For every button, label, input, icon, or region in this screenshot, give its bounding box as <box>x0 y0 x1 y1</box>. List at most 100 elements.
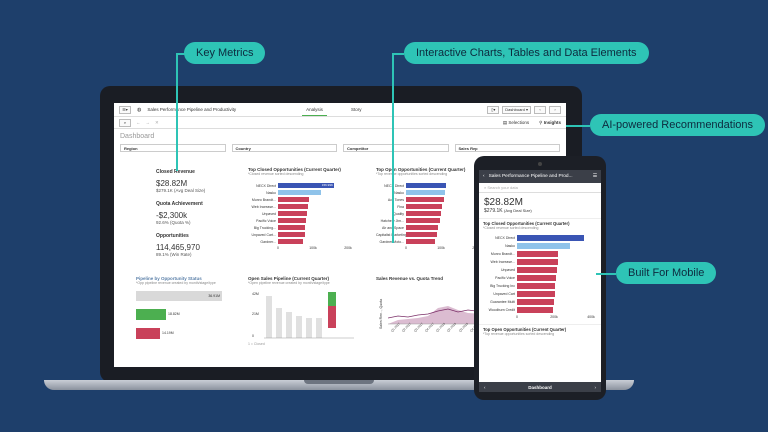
chart-open-sales-pipeline[interactable]: Open Sales Pipeline (Current Quarter) *O… <box>248 276 366 346</box>
bar[interactable] <box>278 190 322 195</box>
filter-competitor[interactable]: Competitor <box>343 144 449 152</box>
bar[interactable] <box>278 232 305 237</box>
bar-row[interactable]: Nasko <box>483 242 597 250</box>
bookmark-button[interactable]: ▯▾ <box>487 105 500 114</box>
bar-row[interactable]: Big Trucking Inc <box>483 282 597 290</box>
bar-row[interactable]: Nasko <box>248 189 368 196</box>
waterfall-bar <box>328 306 336 328</box>
bar-row[interactable]: NECX Direct <box>376 182 486 189</box>
smart-search-icon[interactable]: ⌕ <box>119 118 131 127</box>
bar[interactable] <box>406 204 443 209</box>
bar[interactable] <box>517 307 554 313</box>
bar[interactable]: 156.99K <box>278 183 334 188</box>
bar-row[interactable]: Fina <box>376 203 486 210</box>
bar[interactable] <box>517 283 556 289</box>
chart-pipeline-by-status[interactable]: Pipeline by Opportunity Status *Opp pipe… <box>136 276 228 339</box>
bar[interactable] <box>278 197 309 202</box>
tab-story[interactable]: Story <box>350 106 362 112</box>
bar[interactable] <box>517 259 558 265</box>
bar[interactable] <box>406 183 447 188</box>
back-chevron-icon[interactable]: ‹ <box>483 174 485 179</box>
bar[interactable] <box>406 232 437 237</box>
bar[interactable] <box>406 190 446 195</box>
bar-row[interactable]: Web Increase... <box>483 258 597 266</box>
mobile-search-input[interactable]: ⌕ Search your data <box>479 183 601 193</box>
bar-row[interactable]: Munro Brandt... <box>483 250 597 258</box>
bar-row[interactable]: Unpaved Cart <box>483 290 597 298</box>
kpi-closed-revenue[interactable]: Closed Revenue $28.82M $279.1K (Avg Deal… <box>156 169 236 193</box>
bar-row[interactable]: Acc Tones <box>376 196 486 203</box>
bar[interactable]: 18.82M <box>136 309 180 320</box>
tab-analysis[interactable]: Analysis <box>302 104 327 116</box>
bar-category-label: Web Increase... <box>251 204 276 209</box>
bar[interactable]: 14.19M <box>136 328 174 339</box>
forward-icon[interactable]: → <box>145 120 151 125</box>
next-sheet-icon[interactable]: › <box>594 384 596 390</box>
back-icon[interactable]: ← <box>136 120 141 125</box>
bar-row[interactable]: Unpaved <box>248 210 368 217</box>
sheet-select[interactable]: Dashboard ▾ <box>502 105 531 114</box>
next-sheet-button[interactable]: › <box>549 105 561 114</box>
insights-button[interactable]: ⚲ Insights <box>539 120 561 126</box>
bar[interactable] <box>517 275 557 281</box>
insights-label: Insights <box>543 119 561 125</box>
prev-sheet-button[interactable]: ‹ <box>534 105 546 114</box>
kpi-opportunities[interactable]: Opportunities 114,465,970 89.1% (Win Rat… <box>156 233 236 257</box>
chart-revenue-vs-quota-trend[interactable]: Sales Revenue vs. Quota Trend Sales Rev.… <box>376 276 491 346</box>
chart-top-closed-opportunities[interactable]: Top Closed Opportunities (Current Quarte… <box>248 167 368 251</box>
filter-country[interactable]: Country <box>231 144 337 152</box>
bar[interactable] <box>517 243 571 249</box>
menu-button[interactable]: ☰▾ <box>119 105 131 114</box>
bar-row[interactable]: Nasko <box>376 189 486 196</box>
bar[interactable] <box>278 225 306 230</box>
bar-category-label: Acc Tones <box>387 197 404 202</box>
clear-icon[interactable]: ✕ <box>155 119 159 125</box>
bar[interactable] <box>517 291 555 297</box>
bar-row[interactable]: Unpaved <box>483 266 597 274</box>
mobile-kpi[interactable]: $28.82M $279.1K (Avg Deal Size) <box>479 193 601 218</box>
bar-row[interactable]: Capitalist Marketing... <box>376 231 486 238</box>
bar[interactable] <box>406 218 440 223</box>
bar-row[interactable]: Unpaved Cart... <box>248 231 368 238</box>
filter-region[interactable]: Region <box>120 144 226 152</box>
bar-row[interactable]: Munro Brandt... <box>248 196 368 203</box>
bar-row[interactable]: Quality <box>376 210 486 217</box>
mobile-chart-open[interactable]: Top Open Opportunities (Current Quarter)… <box>479 324 601 336</box>
bar[interactable] <box>406 211 441 216</box>
bar[interactable] <box>406 197 444 202</box>
bar-row[interactable]: Gardner... <box>248 238 368 245</box>
bar[interactable] <box>517 267 557 273</box>
bar[interactable] <box>278 239 304 244</box>
kpi-quota-achievement[interactable]: Quota Achievement -$2,300k 92.6% (Quota … <box>156 201 236 225</box>
prev-sheet-icon[interactable]: ‹ <box>484 384 486 390</box>
bar[interactable]: 36.91M <box>136 291 222 301</box>
bar-row[interactable]: Big Trucking... <box>248 224 368 231</box>
waterfall-bar <box>276 308 282 338</box>
bar[interactable] <box>517 251 559 257</box>
bar[interactable] <box>278 211 308 216</box>
bar[interactable] <box>278 204 309 209</box>
bar-row[interactable]: Guarantee Multi <box>483 298 597 306</box>
kpi-sub: 92.6% (Quota %) <box>156 220 236 225</box>
sheet-select-label: Dashboard <box>505 107 525 112</box>
bar-row[interactable]: NECX Direct <box>483 234 597 242</box>
callout-key-metrics: Key Metrics <box>184 42 266 64</box>
bar-row[interactable]: Woodburn Credit <box>483 306 597 314</box>
selections-button[interactable]: ▤ Selections <box>503 120 529 126</box>
callout-ai-recommendations: AI-powered Recommendations <box>590 114 766 136</box>
bar[interactable] <box>406 239 436 244</box>
bar-row[interactable]: Pacific Voice <box>248 217 368 224</box>
bar[interactable] <box>278 218 307 223</box>
mobile-chart-closed[interactable]: Top Closed Opportunities (Current Quarte… <box>479 218 601 320</box>
bar-row[interactable]: Pacific Voice <box>483 274 597 282</box>
x-tick-label: 200k <box>344 246 352 250</box>
menu-icon[interactable]: ☰ <box>592 174 597 179</box>
bar[interactable] <box>517 235 584 241</box>
filter-sales-rep[interactable]: Sales Rep <box>454 144 560 152</box>
bar-row[interactable]: Gardner Moto... <box>376 238 486 245</box>
bar[interactable] <box>517 299 554 305</box>
bar-row[interactable]: NECX Direct 156.99K <box>248 182 368 189</box>
bar-row[interactable]: Web Increase... <box>248 203 368 210</box>
kpi-sub-value: $279.1K <box>156 188 173 193</box>
bar[interactable] <box>406 225 439 230</box>
